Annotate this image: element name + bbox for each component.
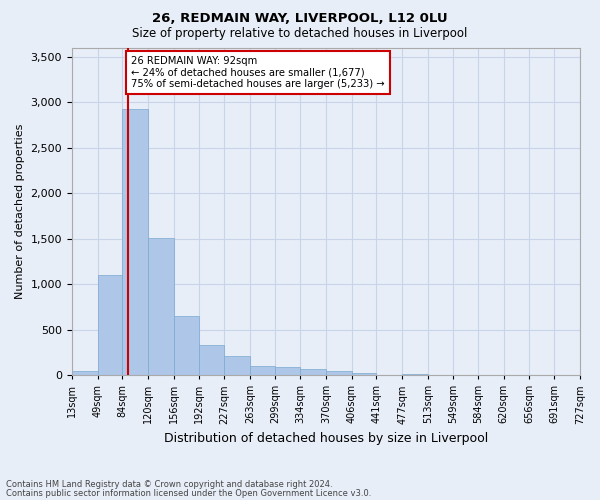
Bar (199, 345, 224, 375)
Bar (402, 374, 428, 375)
Bar (301, 369, 326, 375)
Bar (250, 366, 275, 375)
Bar (173, 316, 199, 375)
Text: 26 REDMAIN WAY: 92sqm
← 24% of detached houses are smaller (1,677)
75% of semi-d: 26 REDMAIN WAY: 92sqm ← 24% of detached … (131, 56, 385, 89)
Bar (326, 372, 352, 375)
Bar (224, 356, 250, 375)
Text: Size of property relative to detached houses in Liverpool: Size of property relative to detached ho… (133, 28, 467, 40)
Bar (275, 367, 301, 375)
Text: 26, REDMAIN WAY, LIVERPOOL, L12 0LU: 26, REDMAIN WAY, LIVERPOOL, L12 0LU (152, 12, 448, 26)
Bar (98, 275, 122, 375)
Y-axis label: Number of detached properties: Number of detached properties (15, 124, 25, 299)
Bar (122, 110, 148, 375)
Bar (148, 238, 173, 375)
Bar (352, 374, 376, 375)
Bar (72, 370, 98, 375)
X-axis label: Distribution of detached houses by size in Liverpool: Distribution of detached houses by size … (164, 432, 488, 445)
Text: Contains public sector information licensed under the Open Government Licence v3: Contains public sector information licen… (6, 488, 371, 498)
Text: Contains HM Land Registry data © Crown copyright and database right 2024.: Contains HM Land Registry data © Crown c… (6, 480, 332, 489)
